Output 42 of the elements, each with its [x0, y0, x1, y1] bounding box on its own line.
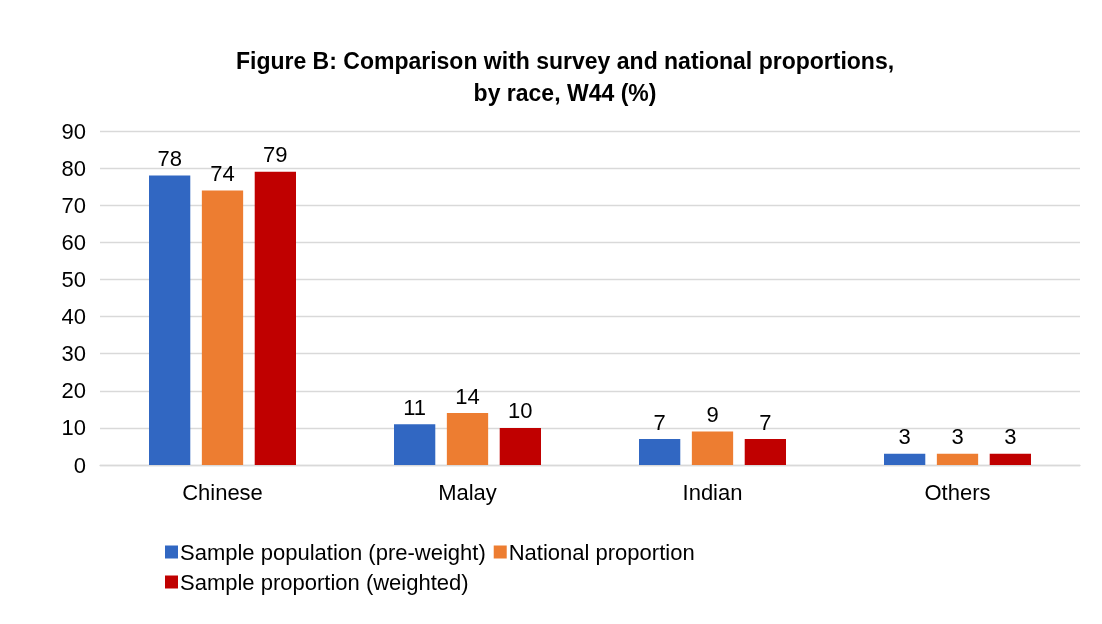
data-label: 11 — [403, 394, 427, 420]
data-label: 3 — [1004, 424, 1017, 450]
y-tick-label: 80 — [61, 155, 86, 181]
bar — [446, 413, 489, 465]
data-label: 78 — [157, 146, 182, 172]
legend-label: National proportion — [508, 539, 695, 565]
bar — [744, 439, 786, 465]
bar — [201, 190, 244, 465]
data-label: 14 — [455, 383, 480, 409]
y-tick-label: 60 — [61, 229, 86, 255]
x-tick-label: Malay — [438, 479, 497, 505]
bar — [936, 453, 979, 465]
data-label: 9 — [706, 402, 719, 428]
legend-label: Sample proportion (weighted) — [180, 569, 469, 595]
bar — [989, 453, 1031, 465]
y-tick-label: 50 — [61, 266, 86, 292]
data-label: 3 — [951, 424, 964, 450]
x-tick-label: Chinese — [182, 479, 263, 505]
chart-title: Figure B: Comparison with survey and national proportions, by race, W44 (%) — [235, 48, 895, 106]
bar — [149, 175, 191, 465]
data-label: 7 — [653, 409, 666, 435]
y-tick-label: 30 — [61, 341, 86, 367]
bar — [394, 424, 436, 465]
y-tick-label: 20 — [61, 378, 86, 404]
data-label: 79 — [263, 142, 288, 168]
x-tick-label: Others — [924, 479, 991, 505]
y-tick-label: 10 — [61, 415, 86, 441]
x-tick-label: Indian — [682, 479, 743, 505]
data-label: 74 — [210, 160, 235, 186]
y-tick-label: 0 — [73, 452, 86, 478]
bar — [691, 431, 734, 465]
bar — [254, 171, 296, 465]
data-label: 7 — [759, 409, 772, 435]
bar — [499, 427, 541, 465]
legend-label: Sample population (pre-weight) — [180, 539, 486, 565]
y-tick-label: 40 — [61, 304, 86, 330]
y-tick-label: 70 — [61, 192, 86, 218]
bar — [884, 453, 926, 465]
y-tick-label: 90 — [61, 118, 86, 144]
data-label: 3 — [898, 424, 911, 450]
data-label: 10 — [508, 398, 533, 424]
bar — [639, 439, 681, 465]
